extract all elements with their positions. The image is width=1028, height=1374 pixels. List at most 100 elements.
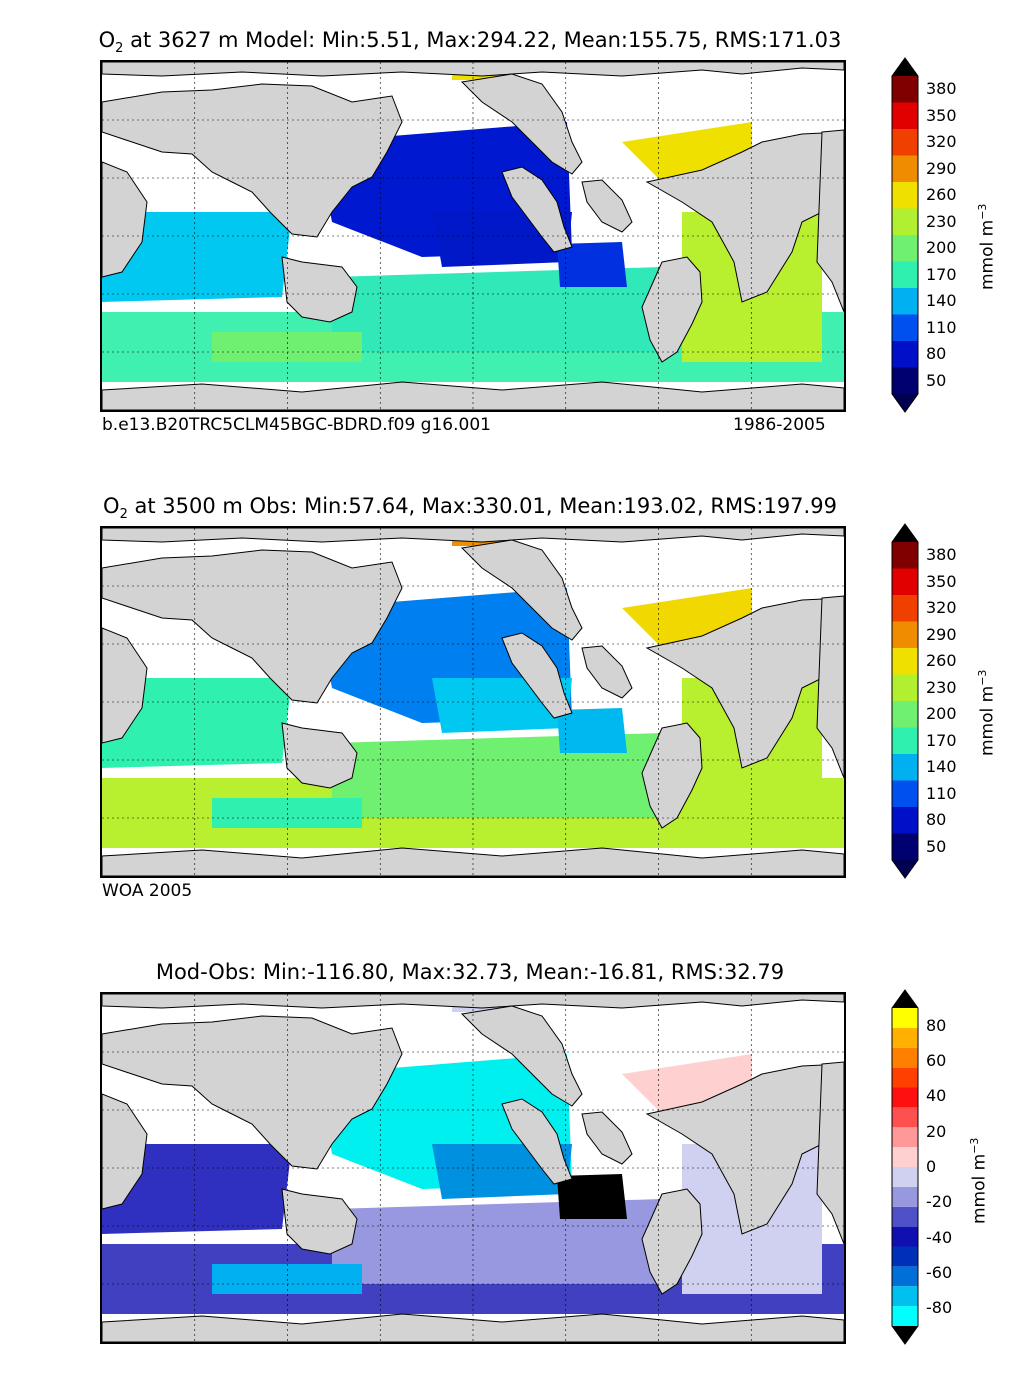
colorbar-tick-label: 20 [926,1121,947,1141]
colorbar-extend-low [892,1326,918,1344]
colorbar-extend-high [892,990,918,1008]
colorbar-segment [892,288,918,315]
colorbar-tick-label: -20 [926,1192,953,1212]
south-pacific-region [332,267,662,352]
colorbar-segment [892,341,918,368]
land-mass [102,1313,844,1342]
east-pacific-region [557,708,627,753]
colorbar-segment [892,542,918,569]
land-mass [645,1063,844,1235]
colorbar-segment [892,1167,918,1187]
land-mass [581,1111,633,1165]
colorbar-segment [892,208,918,235]
colorbar-segment [892,1107,918,1128]
colorbar-tick-label: 260 [926,185,957,205]
land-mass [501,166,573,253]
colorbar-extend-high [892,524,918,542]
colorbar-tick-label: -80 [926,1298,953,1318]
indian-ocean-region [102,212,292,302]
colorbar-unit: mmol m−3 [976,203,998,290]
land-mass [102,161,148,278]
panel-title: O2 at 3627 m Model: Min:5.51, Max:294.22… [98,28,842,57]
footer-left: WOA 2005 [102,881,193,901]
land-mass [816,595,844,779]
colorbar-tick-label: 110 [926,317,957,337]
colorbar-tick-label: 200 [926,238,957,258]
colorbar-segment [892,1147,918,1167]
colorbar-segment [892,155,918,182]
colorbar-tick-label: 320 [926,132,957,152]
land-mass [460,73,583,175]
colorbar-segment [892,1266,918,1287]
colorbar-tick-label: 0 [926,1157,937,1176]
colorbar-segment [892,674,918,701]
colorbar-tick-label: 140 [926,757,957,777]
colorbar-tick-label: 230 [926,211,957,231]
south-pacific-region [332,733,662,818]
colorbar-tick-label: 320 [926,598,957,618]
land-mass [641,1188,703,1295]
colorbar-tick-label: 170 [926,264,957,284]
colorbar-tick-label: 170 [926,730,957,750]
colorbar-tick-label: 140 [926,291,957,311]
land-mass [641,722,703,829]
land-mass [581,645,633,699]
land-mass [460,539,583,641]
land-mass [102,627,148,744]
land-mass [102,83,403,238]
colorbar-segment [892,129,918,156]
land-mass [581,179,633,233]
colorbar-segment [892,102,918,129]
colorbar-segment [892,1306,918,1326]
land-mass [281,256,358,323]
land-mass [641,256,703,363]
colorbar-segment [892,1226,918,1247]
colorbar-segment [892,1087,918,1108]
colorbar-segment [892,568,918,595]
colorbar-tick-label: 380 [926,79,957,99]
colorbar-extend-low [892,860,918,878]
colorbar-segment [892,754,918,781]
colorbar-segment [892,1047,918,1068]
colorbar-segment [892,235,918,262]
colorbar-segment [892,1127,918,1148]
colorbar-segment [892,76,918,103]
colorbar-tick-label: 40 [926,1086,947,1106]
land-mass [102,847,844,876]
land-mass [102,1015,403,1170]
colorbar-segment [892,1186,918,1207]
colorbar-tick-label: 380 [926,545,957,565]
colorbar-tick-label: -40 [926,1227,953,1247]
map-plot [100,992,846,1344]
colorbar-segment [892,1246,918,1267]
land-mass [645,131,844,303]
land-mass [645,597,844,769]
colorbar-tick-label: 200 [926,704,957,724]
colorbar-tick-label: 80 [926,810,947,830]
footer-right: 1986-2005 [733,415,826,435]
colorbar-tick-label: 60 [926,1051,947,1070]
colorbar-segment [892,648,918,675]
colorbar-segment [892,701,918,728]
east-pacific-region [557,242,627,287]
footer-left: b.e13.B20TRC5CLM45BGC-BDRD.f09 g16.001 [102,415,491,435]
land-mass [460,1005,583,1107]
panel-title: O2 at 3500 m Obs: Min:57.64, Max:330.01,… [103,494,837,523]
colorbar-tick-label: 260 [926,651,957,671]
colorbar-segment [892,780,918,807]
colorbar-segment [892,367,918,394]
colorbar-tick-label: 80 [926,1015,947,1035]
colorbar-segment [892,595,918,622]
colorbar-extend-low [892,394,918,412]
land-mass [102,381,844,410]
colorbar-tick-label: 350 [926,105,957,125]
east-pacific-region [557,1174,627,1219]
colorbar-segment [892,1206,918,1227]
colorbar-segment [892,182,918,209]
colorbar-tick-label: 50 [926,370,947,390]
map-plot [100,60,846,412]
land-mass [501,1098,573,1185]
panel-title: Mod-Obs: Min:-116.80, Max:32.73, Mean:-1… [155,960,785,984]
land-mass [501,632,573,719]
land-mass [281,722,358,789]
